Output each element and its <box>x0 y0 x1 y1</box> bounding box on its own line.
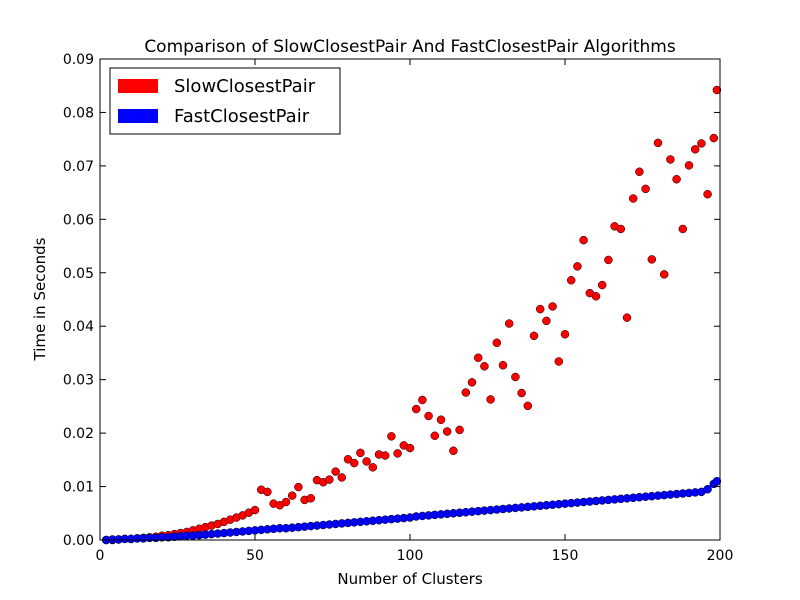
axes: 0 50 100 150 200 0.00 0.01 0.02 0.03 0.04 0.05 0.06… <box>63 52 734 564</box>
data-point-slow-86 <box>635 167 644 177</box>
data-point-slow-92 <box>672 175 681 184</box>
y-tick-label-4: 0.04 <box>63 319 94 335</box>
data-point-slow-62 <box>486 395 495 404</box>
y-tick-label-0: 0.00 <box>63 533 94 549</box>
data-point-slow-42 <box>362 457 371 466</box>
data-point-slow-73 <box>554 357 564 366</box>
y-tick-label-3: 0.03 <box>63 373 94 389</box>
data-point-slow-33 <box>306 494 316 503</box>
x-axis-label: Number of Clusters <box>337 570 482 588</box>
y-tick-label-6: 0.06 <box>63 212 94 228</box>
data-point-slow-89 <box>653 138 663 148</box>
data-point-slow-70 <box>535 304 545 314</box>
x-tick-label-2: 100 <box>397 548 424 564</box>
data-point-slow-81 <box>604 255 613 265</box>
legend-swatch-fast <box>118 109 158 123</box>
x-tick-label-0: 0 <box>96 548 105 564</box>
data-point-slow-59 <box>467 378 477 387</box>
legend-label-fast: FastClosestPair <box>174 106 310 127</box>
data-point-fast-97 <box>703 484 712 494</box>
data-point-slow-37 <box>331 467 340 476</box>
data-point-slow-85 <box>628 194 638 203</box>
data-point-slow-54 <box>436 415 446 424</box>
data-point-slow-84 <box>622 313 632 322</box>
data-point-slow-30 <box>287 491 297 500</box>
data-point-slow-97 <box>703 189 712 199</box>
data-point-slow-74 <box>560 329 570 339</box>
data-point-slow-57 <box>455 425 464 435</box>
data-point-slow-24 <box>250 505 260 515</box>
data-point-fast-99 <box>712 476 722 486</box>
data-point-slow-58 <box>461 388 471 397</box>
y-tick-label-2: 0.02 <box>63 426 94 442</box>
data-point-slow-50 <box>411 404 421 414</box>
data-point-slow-43 <box>368 463 378 472</box>
data-point-slow-55 <box>442 427 452 436</box>
data-point-slow-90 <box>659 270 669 279</box>
legend: SlowClosestPair FastClosestPair <box>109 67 341 135</box>
data-point-slow-87 <box>641 184 650 194</box>
data-marks <box>101 85 722 545</box>
data-point-slow-66 <box>511 372 520 382</box>
data-point-slow-67 <box>517 388 526 398</box>
data-point-slow-47 <box>393 449 402 458</box>
data-point-slow-38 <box>337 473 347 482</box>
data-point-slow-76 <box>573 262 582 271</box>
data-point-slow-68 <box>523 401 533 411</box>
y-tick-label-8: 0.08 <box>63 105 94 121</box>
x-tick-label-3: 150 <box>552 548 579 564</box>
data-point-slow-49 <box>405 443 415 453</box>
data-point-slow-56 <box>449 446 458 455</box>
data-point-slow-98 <box>709 133 719 143</box>
x-tick-label-1: 50 <box>246 548 264 564</box>
x-tick-label-4: 200 <box>707 548 734 564</box>
data-point-slow-63 <box>492 338 502 348</box>
y-tick-label-5: 0.05 <box>63 266 94 282</box>
data-point-slow-72 <box>548 302 557 311</box>
data-point-slow-95 <box>690 145 700 154</box>
data-point-slow-40 <box>349 458 359 468</box>
data-point-slow-83 <box>616 224 626 234</box>
data-point-slow-61 <box>480 362 489 371</box>
data-point-slow-80 <box>597 280 607 290</box>
data-point-slow-93 <box>678 224 688 234</box>
data-point-slow-69 <box>529 331 539 341</box>
data-point-slow-65 <box>504 319 514 328</box>
data-point-slow-26 <box>263 487 272 497</box>
data-point-slow-52 <box>424 411 433 421</box>
data-point-slow-36 <box>325 475 334 484</box>
data-point-slow-91 <box>666 155 675 164</box>
data-point-slow-71 <box>542 316 551 326</box>
y-axis-label: Time in Seconds <box>31 237 49 361</box>
legend-swatch-slow <box>118 79 158 93</box>
data-point-slow-79 <box>591 292 601 301</box>
data-point-slow-53 <box>430 431 440 441</box>
data-point-slow-77 <box>579 235 588 245</box>
data-point-slow-60 <box>473 353 483 362</box>
y-tick-label-7: 0.07 <box>63 159 94 175</box>
data-point-slow-88 <box>647 255 657 264</box>
data-point-slow-39 <box>343 455 353 464</box>
data-point-slow-94 <box>684 161 694 170</box>
chart-title: Comparison of SlowClosestPair And FastCl… <box>144 37 676 57</box>
data-point-slow-99 <box>712 85 722 95</box>
data-point-slow-29 <box>281 497 291 507</box>
data-point-slow-45 <box>380 451 390 460</box>
plot-background <box>100 59 720 540</box>
data-point-slow-31 <box>294 482 303 492</box>
y-tick-label-9: 0.09 <box>63 52 94 68</box>
data-point-slow-51 <box>418 395 427 405</box>
y-tick-label-1: 0.01 <box>63 480 94 496</box>
legend-label-slow: SlowClosestPair <box>174 76 316 97</box>
plot-area <box>100 59 720 540</box>
data-point-slow-75 <box>566 276 576 285</box>
data-point-slow-46 <box>387 432 396 441</box>
data-point-slow-64 <box>498 360 508 370</box>
data-point-slow-41 <box>356 448 365 458</box>
data-point-slow-96 <box>697 139 706 148</box>
